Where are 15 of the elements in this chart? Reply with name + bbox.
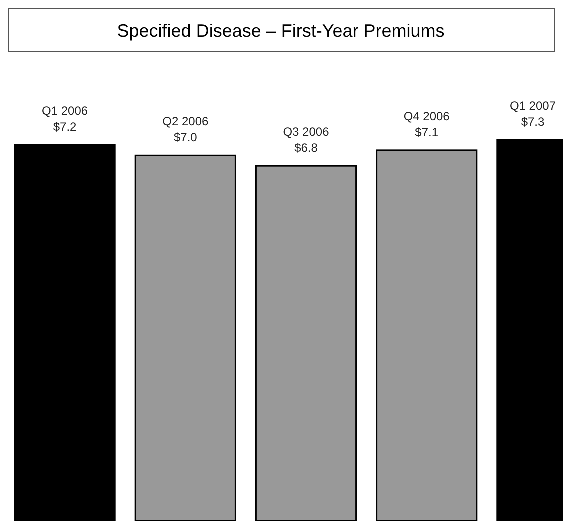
x-tick-label: Q1 2007 [510,99,556,113]
chart-title: Specified Disease – First-Year Premiums [117,21,445,41]
bar [255,165,358,521]
bar [14,144,116,521]
bar [134,154,236,521]
bar [376,150,478,521]
x-tick-label: Q1 2006 [42,104,88,118]
data-label: $7.3 [521,115,545,129]
x-tick-label: Q2 2006 [162,114,209,129]
data-label: $7.1 [415,125,439,140]
data-label: $7.0 [174,130,198,145]
x-tick-label: Q3 2006 [283,125,330,140]
x-tick-label: Q4 2006 [404,109,450,124]
data-label: $7.2 [53,120,78,134]
data-label: $6.8 [294,141,318,156]
